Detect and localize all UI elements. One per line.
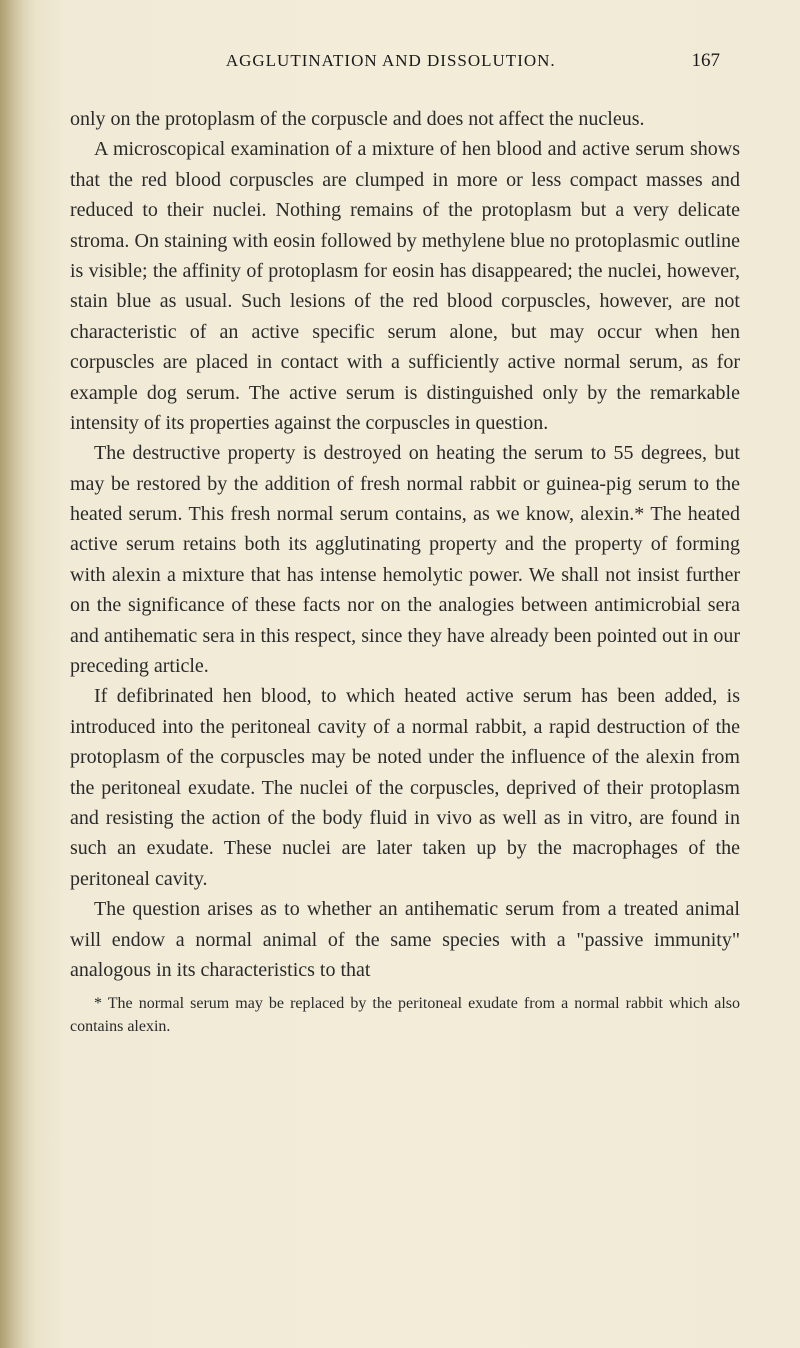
body-text-container: only on the protoplasm of the corpuscle … [70, 104, 740, 1038]
footnote: * The normal serum may be replaced by th… [70, 993, 740, 1038]
page-content: AGGLUTINATION AND DISSOLUTION. 167 only … [0, 0, 800, 1348]
paragraph-5: The question arises as to whether an ant… [70, 894, 740, 985]
running-header-title: AGGLUTINATION AND DISSOLUTION. [90, 51, 692, 71]
page-number: 167 [692, 50, 721, 72]
paragraph-2: A microscopical examination of a mixture… [70, 134, 740, 438]
paragraph-4: If defibrinated hen blood, to which heat… [70, 681, 740, 894]
paragraph-1: only on the protoplasm of the corpuscle … [70, 104, 740, 134]
page-header: AGGLUTINATION AND DISSOLUTION. 167 [70, 50, 740, 72]
paragraph-3: The destructive property is destroyed on… [70, 438, 740, 681]
